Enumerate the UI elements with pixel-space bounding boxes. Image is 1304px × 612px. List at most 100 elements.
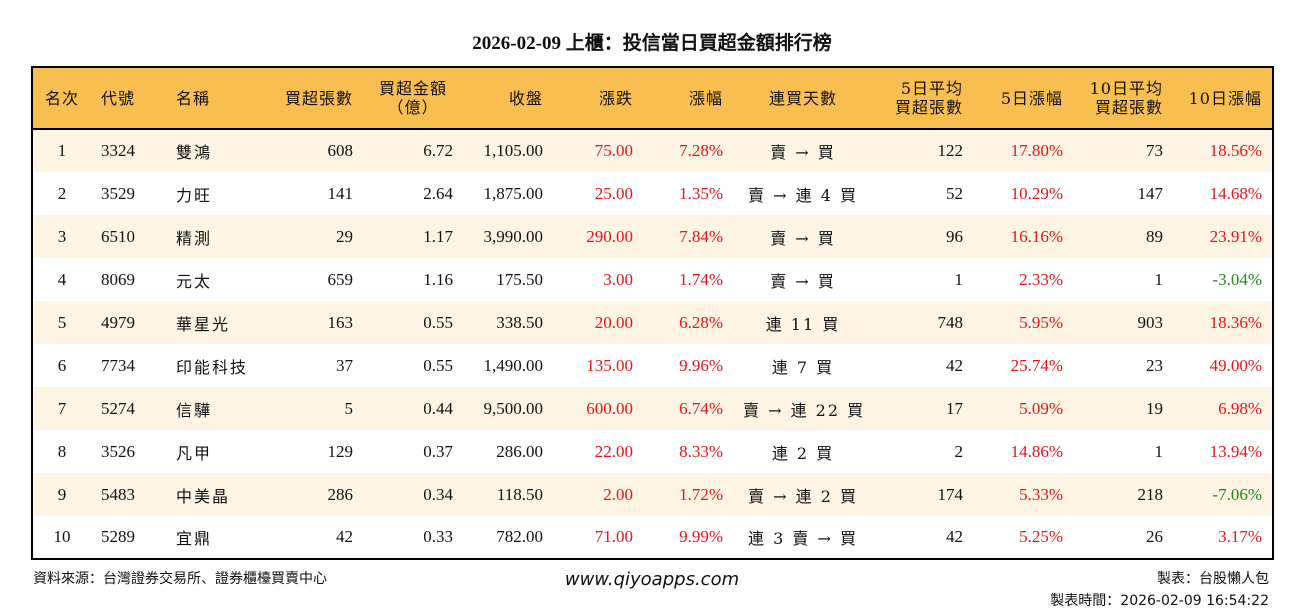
cell-net-buy-amount: 0.37 — [423, 441, 453, 461]
header-label: 10日平均 — [1089, 79, 1163, 98]
cell-rank: 4 — [57, 269, 67, 289]
cell-change-pct: 6.74% — [679, 398, 723, 418]
cell-change-pct: 1.35% — [679, 183, 723, 203]
cell-consecutive-days: 賣 → 買 — [770, 143, 836, 162]
cell-avg5-net-buy: 748 — [937, 312, 964, 332]
page-title: 2026-02-09 上櫃：投信當日買超金額排行榜 — [472, 33, 832, 54]
cell-change: 135.00 — [586, 355, 633, 375]
cell-change-pct: 6.28% — [679, 312, 723, 332]
cell-change: 22.00 — [594, 441, 633, 461]
cell-name: 雙鴻 — [176, 143, 213, 162]
cell-avg5-net-buy: 122 — [937, 141, 964, 160]
cell-change: 600.00 — [586, 398, 633, 418]
table-row: 8 3526 凡甲 129 0.37 286.00 22.00 8.33% 連 2 買 2 14.8… — [32, 430, 1273, 473]
cell-close: 782.00 — [496, 527, 543, 546]
cell-change: 290.00 — [586, 226, 633, 246]
header-label: 買超張數 — [894, 98, 963, 117]
cell-avg5-net-buy: 96 — [946, 226, 963, 246]
cell-pct10: 13.94% — [1209, 441, 1262, 461]
cell-name: 元太 — [176, 271, 213, 291]
cell-net-buy-amount: 2.64 — [423, 183, 453, 203]
cell-name: 華星光 — [176, 314, 231, 334]
header-change-pct: 漲幅 — [643, 67, 733, 129]
cell-change-pct: 9.96% — [679, 355, 723, 375]
cell-rank: 9 — [57, 484, 67, 504]
generated-time: 製表時間：2026-02-09 16:54:22 — [1050, 593, 1269, 609]
cell-avg10-net-buy: 218 — [1137, 484, 1164, 504]
header-rank: 名次 — [32, 67, 91, 129]
cell-change-pct: 8.33% — [679, 441, 723, 461]
cell-close: 175.50 — [496, 269, 543, 289]
cell-name: 信驊 — [176, 400, 213, 420]
cell-avg5-net-buy: 42 — [946, 527, 963, 546]
cell-pct5: 5.09% — [1019, 398, 1063, 418]
cell-net-buy-amount: 0.55 — [423, 312, 453, 332]
table-row: 5 4979 華星光 163 0.55 338.50 20.00 6.28% 連 11 買 748… — [32, 301, 1273, 344]
cell-net-buy-lots: 286 — [327, 484, 354, 504]
cell-code: 3526 — [101, 441, 135, 461]
cell-avg5-net-buy: 42 — [946, 355, 963, 375]
cell-avg5-net-buy: 2 — [954, 441, 964, 461]
cell-consecutive-days: 連 7 買 — [771, 357, 835, 377]
header-code: 代號 — [91, 67, 166, 129]
table-row: 4 8069 元太 659 1.16 175.50 3.00 1.74% 賣 → 買 1 2.33%… — [32, 258, 1273, 301]
cell-change: 25.00 — [594, 183, 633, 203]
header-label: 買超張數 — [284, 88, 353, 108]
cell-change: 3.00 — [603, 269, 633, 289]
maker-label: 製表：台股懶人包 — [1157, 571, 1269, 587]
header-label: 買超金額 — [378, 79, 447, 98]
cell-avg10-net-buy: 73 — [1146, 141, 1163, 160]
data-source: 資料來源：台灣證券交易所、證券櫃檯買賣中心 — [33, 571, 327, 587]
table-row: 10 5289 宜鼎 42 0.33 782.00 71.00 9.99% 連 3 賣 → 買 4… — [32, 516, 1273, 559]
cell-consecutive-days: 賣 → 連 2 買 — [748, 486, 858, 506]
cell-avg10-net-buy: 1 — [1154, 269, 1164, 289]
cell-net-buy-lots: 5 — [344, 398, 354, 418]
cell-pct10: 23.91% — [1209, 226, 1262, 246]
header-label: 名次 — [44, 88, 79, 108]
website-link[interactable]: www.qiyoapps.com — [564, 569, 740, 590]
header-label: 5日漲幅 — [1000, 88, 1063, 108]
table-row: 7 5274 信驊 5 0.44 9,500.00 600.00 6.74% 賣 → 連 22 … — [32, 387, 1273, 430]
header-label: 名稱 — [176, 88, 211, 108]
cell-code: 4979 — [101, 312, 135, 332]
cell-pct5: 17.80% — [1010, 141, 1063, 160]
header-label: 5日平均 — [900, 79, 963, 98]
header-label: 收盤 — [508, 88, 543, 108]
cell-change-pct: 9.99% — [679, 527, 723, 546]
cell-net-buy-lots: 163 — [327, 312, 354, 332]
header-label: 漲跌 — [598, 88, 633, 108]
table-row: 9 5483 中美晶 286 0.34 118.50 2.00 1.72% 賣 → 連 2 買 1… — [32, 473, 1273, 516]
cell-pct10: 18.36% — [1209, 312, 1262, 332]
header-avg5-net-buy: 5日平均 買超張數 — [873, 67, 973, 129]
table-row: 3 6510 精測 29 1.17 3,990.00 290.00 7.84% 賣 → 買 96 1… — [32, 215, 1273, 258]
header-avg10-net-buy: 10日平均 買超張數 — [1073, 67, 1173, 129]
cell-pct5: 25.74% — [1010, 355, 1063, 375]
cell-net-buy-lots: 141 — [327, 183, 354, 203]
cell-rank: 8 — [57, 441, 67, 461]
table-header-row: 名次 代號 名稱 買超張數 買超金額 （億） 收盤 漲跌 漲幅 連買天數 5日平均 買超張數 5日漲幅 1… — [32, 67, 1273, 129]
cell-pct5: 14.86% — [1010, 441, 1063, 461]
cell-avg10-net-buy: 89 — [1146, 226, 1163, 246]
cell-net-buy-amount: 0.34 — [423, 484, 453, 504]
cell-net-buy-lots: 42 — [336, 527, 353, 546]
cell-rank: 7 — [57, 398, 67, 418]
cell-code: 3529 — [101, 183, 135, 203]
cell-rank: 2 — [57, 183, 67, 203]
cell-avg5-net-buy: 1 — [954, 269, 964, 289]
cell-net-buy-amount: 1.16 — [423, 269, 453, 289]
header-label: 漲幅 — [688, 88, 723, 108]
cell-pct10: 18.56% — [1209, 141, 1262, 160]
cell-code: 3324 — [101, 141, 135, 160]
cell-avg10-net-buy: 903 — [1137, 312, 1164, 332]
cell-name: 精測 — [176, 228, 213, 248]
cell-avg10-net-buy: 26 — [1146, 527, 1163, 546]
header-change: 漲跌 — [553, 67, 643, 129]
ranking-table: 名次 代號 名稱 買超張數 買超金額 （億） 收盤 漲跌 漲幅 連買天數 5日平均 買超張數 5日漲幅 1… — [31, 66, 1274, 560]
cell-rank: 10 — [53, 527, 71, 546]
table-row: 1 3324 雙鴻 608 6.72 1,105.00 75.00 7.28% 賣 → 買 122… — [32, 129, 1273, 172]
cell-consecutive-days: 連 3 賣 → 買 — [748, 529, 858, 548]
cell-avg5-net-buy: 174 — [937, 484, 964, 504]
cell-change-pct: 7.84% — [679, 226, 723, 246]
cell-net-buy-amount: 0.55 — [423, 355, 453, 375]
cell-change-pct: 1.74% — [679, 269, 723, 289]
